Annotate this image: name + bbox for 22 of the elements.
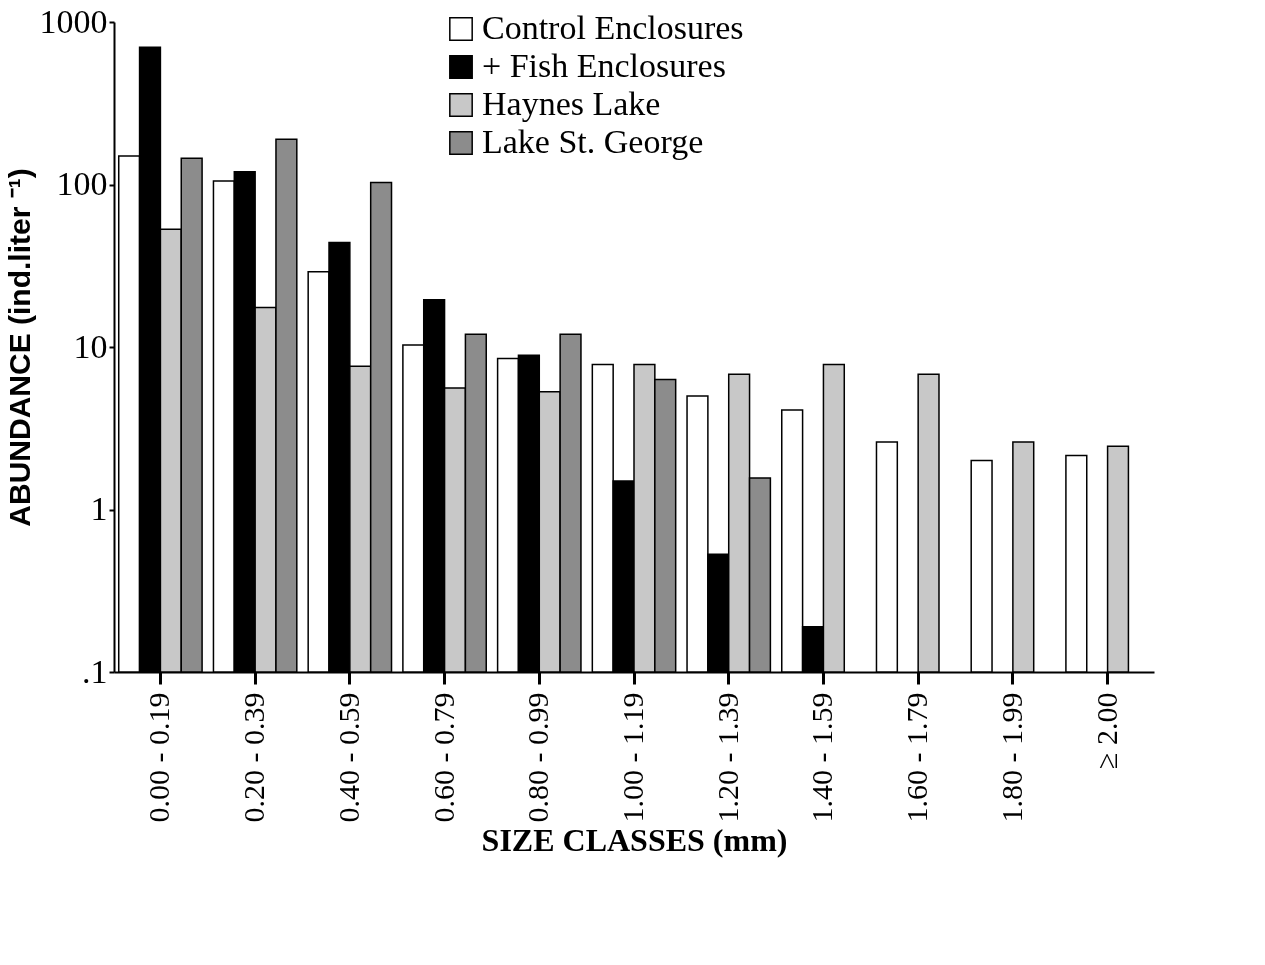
legend-label: Control Enclosures — [482, 9, 744, 46]
x-tick-label: 0.20 - 0.39 — [237, 692, 271, 823]
legend-label: + Fish Enclosures — [482, 47, 726, 84]
x-tick-label: 1.00 - 1.19 — [616, 692, 649, 823]
legend-label: Haynes Lake — [482, 85, 661, 122]
y-tick-label: 10 — [73, 327, 108, 365]
y-tick-label: 1000 — [39, 2, 108, 40]
y-tick-label: 1 — [90, 490, 108, 527]
x-tick-label: ≥ 2.00 — [1089, 692, 1123, 769]
x-tick-label: 1.80 - 1.99 — [994, 692, 1028, 823]
x-tick-label: 0.80 - 0.99 — [521, 692, 555, 823]
x-tick-label: 1.20 - 1.39 — [710, 692, 744, 823]
y-tick-label: 100 — [56, 165, 108, 202]
x-tick-label: 0.00 - 0.19 — [142, 692, 176, 823]
y-axis-title: ABUNDANCE (ind.liter ⁻¹) — [2, 168, 36, 527]
x-tick-label: 0.40 - 0.59 — [331, 692, 365, 823]
legend-label: Lake St. George — [482, 123, 704, 160]
x-tick-label: 0.60 - 0.79 — [426, 692, 460, 823]
x-tick-label: 1.60 - 1.79 — [900, 692, 934, 823]
x-axis-title: SIZE CLASSES (mm) — [481, 822, 788, 859]
y-tick-label: .1 — [82, 652, 108, 690]
x-tick-label: 1.40 - 1.59 — [805, 692, 839, 823]
